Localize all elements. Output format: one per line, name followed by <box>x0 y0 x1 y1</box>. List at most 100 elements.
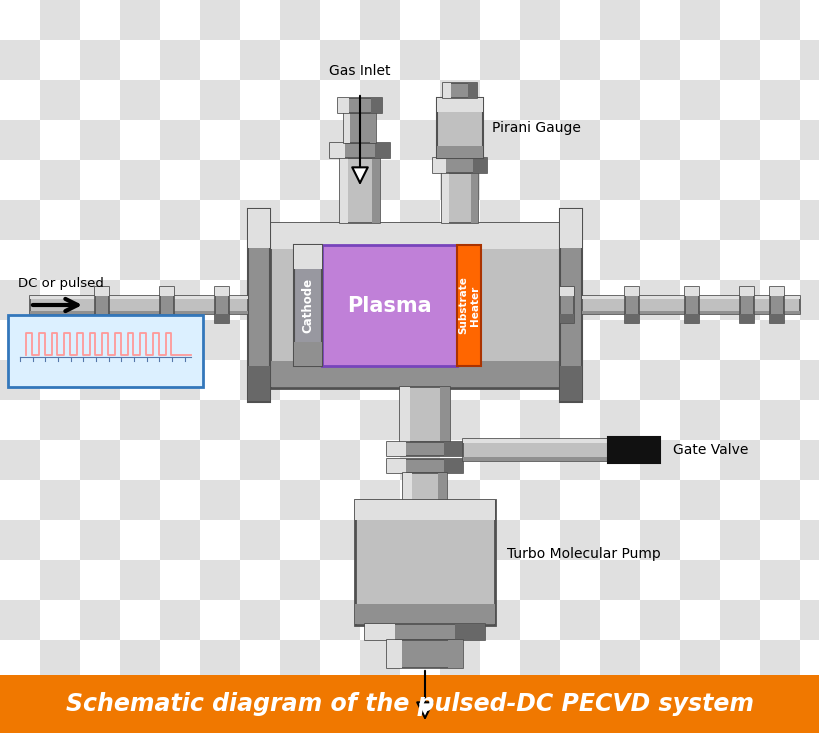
Bar <box>200 560 240 600</box>
Bar <box>279 360 319 400</box>
Bar <box>400 240 440 280</box>
Bar <box>0 120 40 160</box>
Bar <box>679 40 719 80</box>
Bar <box>120 240 160 280</box>
Bar <box>519 120 559 160</box>
Bar <box>200 400 240 440</box>
Bar <box>360 160 400 200</box>
Bar <box>639 120 679 160</box>
Bar <box>600 40 639 80</box>
Bar <box>519 40 559 80</box>
Bar <box>759 0 799 40</box>
Bar <box>80 280 120 320</box>
Bar <box>559 400 600 440</box>
Bar <box>360 80 400 120</box>
Bar <box>294 245 322 269</box>
Bar <box>519 240 559 280</box>
Bar <box>519 320 559 360</box>
Bar <box>519 0 559 40</box>
Bar <box>639 320 679 360</box>
Bar <box>442 83 477 98</box>
Bar <box>684 287 698 323</box>
Bar <box>600 200 639 240</box>
Bar <box>200 280 240 320</box>
Bar <box>719 320 759 360</box>
Bar <box>240 120 279 160</box>
Bar <box>240 680 279 720</box>
Bar <box>240 80 279 120</box>
Bar <box>120 680 160 720</box>
Bar <box>479 280 519 320</box>
Bar <box>360 240 400 280</box>
Bar <box>160 440 200 480</box>
Bar <box>80 440 120 480</box>
Bar <box>200 200 240 240</box>
Bar <box>799 200 819 240</box>
Bar <box>470 173 477 223</box>
Bar <box>400 80 440 120</box>
Bar <box>319 280 360 320</box>
Bar <box>160 280 200 320</box>
Bar <box>160 480 200 520</box>
Bar <box>600 600 639 640</box>
Bar <box>639 80 679 120</box>
Text: Turbo Molecular Pump: Turbo Molecular Pump <box>506 547 660 561</box>
Bar <box>0 440 40 480</box>
Bar <box>600 0 639 40</box>
Bar <box>769 287 783 296</box>
Bar <box>80 480 120 520</box>
Bar <box>437 98 446 158</box>
Bar <box>80 360 120 400</box>
Bar <box>600 560 639 600</box>
Bar <box>519 400 559 440</box>
Bar <box>684 314 698 323</box>
Bar <box>400 720 440 733</box>
Bar <box>269 223 559 249</box>
Bar <box>160 520 200 560</box>
Bar <box>624 314 638 323</box>
Text: Plasma: Plasma <box>346 295 432 315</box>
Bar <box>479 320 519 360</box>
Bar <box>684 287 698 296</box>
Bar <box>639 600 679 640</box>
Bar <box>279 600 319 640</box>
Bar <box>479 560 519 600</box>
Bar <box>759 480 799 520</box>
Bar <box>473 98 482 158</box>
Text: Cathode: Cathode <box>301 278 314 333</box>
Bar <box>240 280 279 320</box>
Bar <box>479 720 519 733</box>
Bar <box>639 640 679 680</box>
Bar <box>479 600 519 640</box>
Bar <box>440 520 479 560</box>
Bar <box>160 720 200 733</box>
Bar <box>80 240 120 280</box>
Bar <box>519 520 559 560</box>
Bar <box>519 440 559 480</box>
Bar <box>40 240 80 280</box>
Text: Substrate
Heater: Substrate Heater <box>458 276 479 334</box>
Bar <box>40 360 80 400</box>
Bar <box>0 560 40 600</box>
Bar <box>247 366 269 401</box>
Bar <box>440 160 479 200</box>
Bar <box>719 720 759 733</box>
Bar <box>559 0 600 40</box>
Bar <box>355 604 495 624</box>
Bar <box>360 480 400 520</box>
Bar <box>40 720 80 733</box>
Bar <box>559 320 600 360</box>
Bar <box>600 280 639 320</box>
Bar <box>387 459 405 473</box>
Bar <box>160 200 200 240</box>
Bar <box>360 720 400 733</box>
Bar <box>240 720 279 733</box>
Bar <box>200 40 240 80</box>
Bar <box>679 240 719 280</box>
Bar <box>160 287 174 296</box>
Bar <box>120 720 160 733</box>
Bar <box>319 560 360 600</box>
Bar <box>360 560 400 600</box>
Bar <box>400 440 440 480</box>
Bar <box>441 173 449 223</box>
